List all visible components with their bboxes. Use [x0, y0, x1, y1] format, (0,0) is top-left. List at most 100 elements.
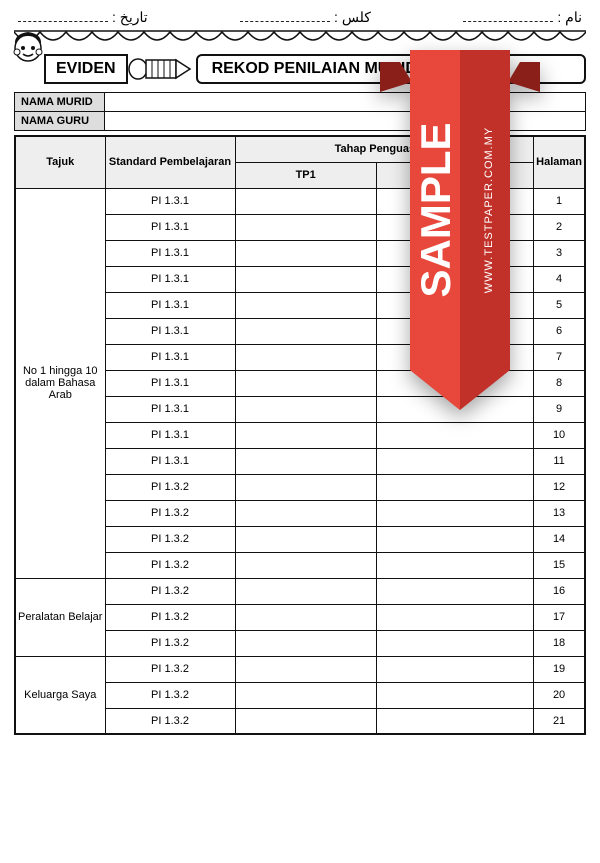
halaman-cell: 17 [534, 604, 585, 630]
class-blank[interactable] [240, 8, 330, 22]
halaman-cell: 6 [534, 318, 585, 344]
standard-cell: PI 1.3.2 [105, 474, 235, 500]
standard-cell: PI 1.3.1 [105, 370, 235, 396]
tp1-cell[interactable] [235, 240, 376, 266]
tp2-cell[interactable] [376, 656, 533, 682]
standard-cell: PI 1.3.2 [105, 552, 235, 578]
halaman-cell: 10 [534, 422, 585, 448]
halaman-cell: 7 [534, 344, 585, 370]
tp2-cell[interactable] [376, 526, 533, 552]
tp2-cell[interactable] [376, 448, 533, 474]
tp2-cell[interactable] [376, 188, 533, 214]
halaman-cell: 13 [534, 500, 585, 526]
record-title: REKOD PENILAIAN MURID [196, 54, 586, 84]
tp1-cell[interactable] [235, 682, 376, 708]
tp1-cell[interactable] [235, 266, 376, 292]
standard-cell: PI 1.3.2 [105, 682, 235, 708]
standard-cell: PI 1.3.2 [105, 656, 235, 682]
col-standard: Standard Pembelajaran [105, 136, 235, 188]
halaman-cell: 16 [534, 578, 585, 604]
child-face-icon [8, 26, 48, 66]
standard-cell: PI 1.3.2 [105, 578, 235, 604]
halaman-cell: 19 [534, 656, 585, 682]
table-row: Keluarga SayaPI 1.3.219 [15, 656, 585, 682]
tp1-cell[interactable] [235, 552, 376, 578]
tp2-cell[interactable] [376, 422, 533, 448]
tajuk-cell: No 1 hingga 10 dalam Bahasa Arab [15, 188, 105, 578]
halaman-cell: 9 [534, 396, 585, 422]
halaman-cell: 8 [534, 370, 585, 396]
col-tp2: TP 2 [376, 162, 533, 188]
halaman-cell: 12 [534, 474, 585, 500]
tp2-cell[interactable] [376, 240, 533, 266]
standard-cell: PI 1.3.2 [105, 604, 235, 630]
tp2-cell[interactable] [376, 318, 533, 344]
tp2-cell[interactable] [376, 708, 533, 734]
tp2-cell[interactable] [376, 344, 533, 370]
tp2-cell[interactable] [376, 604, 533, 630]
info-table: NAMA MURID NAMA GURU KELAS [14, 92, 586, 131]
table-row: Peralatan BelajarPI 1.3.216 [15, 578, 585, 604]
standard-cell: PI 1.3.1 [105, 448, 235, 474]
nama-murid-field[interactable] [105, 93, 586, 112]
title-banner: EVIDEN REKOD PENILAIAN MURID [14, 54, 586, 84]
tp1-cell[interactable] [235, 214, 376, 240]
tp1-cell[interactable] [235, 318, 376, 344]
tajuk-cell: Keluarga Saya [15, 656, 105, 734]
tp1-cell[interactable] [235, 578, 376, 604]
halaman-cell: 2 [534, 214, 585, 240]
tp2-cell[interactable] [376, 266, 533, 292]
halaman-cell: 18 [534, 630, 585, 656]
pencil-icon [128, 58, 192, 80]
tp1-cell[interactable] [235, 656, 376, 682]
tp1-cell[interactable] [235, 448, 376, 474]
standard-cell: PI 1.3.2 [105, 500, 235, 526]
date-blank[interactable] [18, 8, 108, 22]
tp1-cell[interactable] [235, 630, 376, 656]
nama-guru-field[interactable] [105, 112, 436, 131]
tp1-cell[interactable] [235, 526, 376, 552]
tp1-cell[interactable] [235, 500, 376, 526]
halaman-cell: 11 [534, 448, 585, 474]
kelas-field[interactable] [486, 112, 586, 131]
halaman-cell: 4 [534, 266, 585, 292]
tp1-cell[interactable] [235, 708, 376, 734]
halaman-cell: 1 [534, 188, 585, 214]
halaman-cell: 3 [534, 240, 585, 266]
name-blank[interactable] [463, 8, 553, 22]
col-halaman: Halaman [534, 136, 585, 188]
tp1-cell[interactable] [235, 292, 376, 318]
tp1-cell[interactable] [235, 188, 376, 214]
halaman-cell: 20 [534, 682, 585, 708]
tp1-cell[interactable] [235, 370, 376, 396]
tp2-cell[interactable] [376, 370, 533, 396]
tp2-cell[interactable] [376, 552, 533, 578]
header-fields: نام : کلس : تاريخ : [14, 8, 586, 26]
tp1-cell[interactable] [235, 604, 376, 630]
tp1-cell[interactable] [235, 474, 376, 500]
nama-guru-label: NAMA GURU [15, 112, 105, 131]
tp1-cell[interactable] [235, 422, 376, 448]
standard-cell: PI 1.3.1 [105, 344, 235, 370]
tp2-cell[interactable] [376, 578, 533, 604]
tp2-cell[interactable] [376, 396, 533, 422]
tp2-cell[interactable] [376, 500, 533, 526]
standard-cell: PI 1.3.2 [105, 708, 235, 734]
standard-cell: PI 1.3.1 [105, 266, 235, 292]
date-label: تاريخ : [112, 9, 148, 26]
nama-murid-label: NAMA MURID [15, 93, 105, 112]
tp1-cell[interactable] [235, 396, 376, 422]
tp1-cell[interactable] [235, 344, 376, 370]
assessment-table: Tajuk Standard Pembelajaran Tahap Pengua… [14, 135, 586, 735]
standard-cell: PI 1.3.2 [105, 526, 235, 552]
tp2-cell[interactable] [376, 292, 533, 318]
tp2-cell[interactable] [376, 474, 533, 500]
col-tahap: Tahap Penguasaan [235, 136, 534, 162]
tp2-cell[interactable] [376, 682, 533, 708]
tp2-cell[interactable] [376, 630, 533, 656]
col-tajuk: Tajuk [15, 136, 105, 188]
scallop-border [14, 30, 586, 48]
halaman-cell: 14 [534, 526, 585, 552]
tp2-cell[interactable] [376, 214, 533, 240]
standard-cell: PI 1.3.1 [105, 188, 235, 214]
